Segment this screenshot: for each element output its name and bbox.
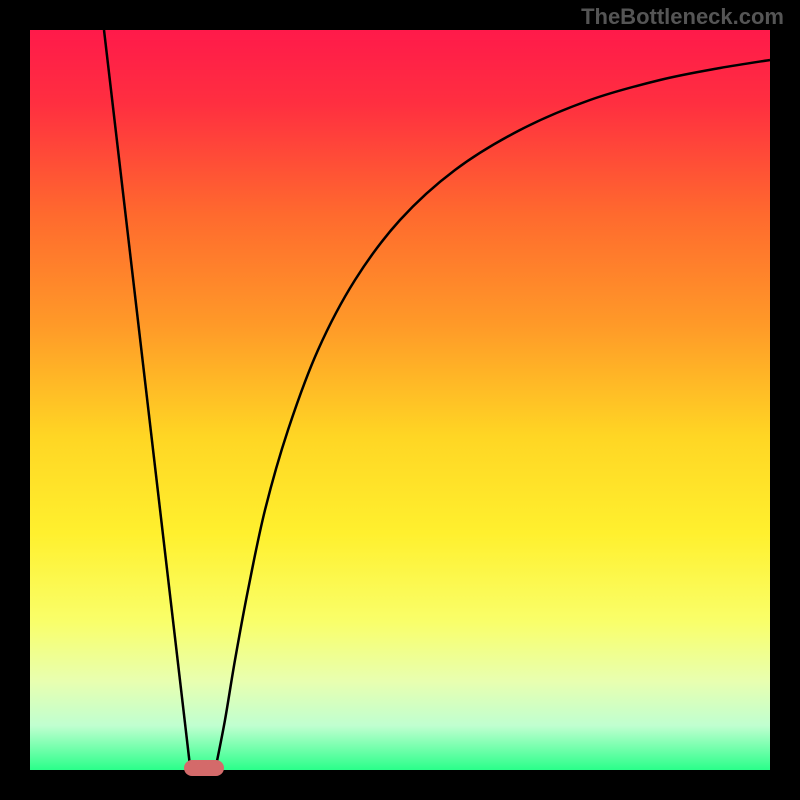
gradient-plot-area xyxy=(30,30,770,770)
vertex-marker xyxy=(184,760,224,776)
watermark-text: TheBottleneck.com xyxy=(581,4,784,30)
chart-svg xyxy=(0,0,800,800)
bottleneck-chart xyxy=(0,0,800,800)
